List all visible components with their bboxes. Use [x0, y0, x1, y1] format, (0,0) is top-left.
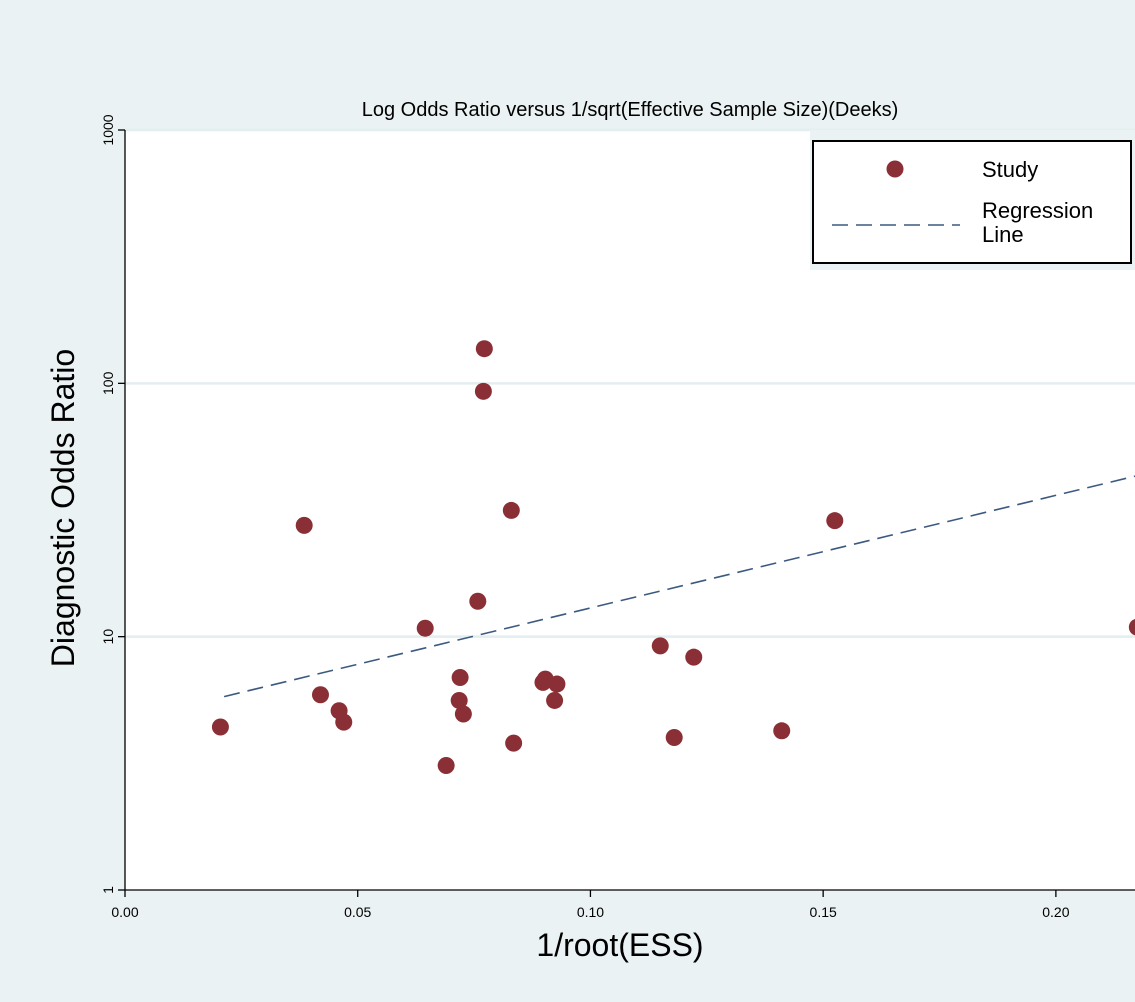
y-tick-label: 100: [100, 371, 116, 395]
y-tick-label: 10: [100, 629, 116, 645]
x-axis-ticks: 0.00 0.05 0.10 0.15 0.20: [111, 890, 1070, 920]
study-point: [475, 340, 493, 358]
study-point: [474, 382, 492, 400]
x-axis-label: 1/root(ESS): [536, 927, 703, 963]
legend-regression-label-line2: Line: [982, 222, 1024, 247]
x-tick-label: 0.00: [111, 904, 138, 920]
study-point: [546, 691, 564, 709]
y-tick-label: 1000: [100, 114, 116, 145]
study-point: [665, 728, 683, 746]
study-point: [295, 516, 313, 534]
study-point: [311, 686, 329, 704]
legend-regression-label-line1: Regression: [982, 198, 1093, 223]
study-point: [451, 668, 469, 686]
chart-title: Log Odds Ratio versus 1/sqrt(Effective S…: [362, 99, 899, 121]
legend-box: [812, 140, 1132, 264]
x-tick-label: 0.20: [1042, 904, 1069, 920]
y-tick-label: 1: [100, 886, 116, 894]
study-point: [437, 757, 455, 775]
x-tick-label: 0.15: [810, 904, 837, 920]
legend-regression-label: Regression Line: [982, 198, 1099, 247]
study-point: [548, 675, 566, 693]
y-axis-ticks: 1 10 100 1000: [100, 114, 125, 894]
study-point: [335, 713, 353, 731]
study-point: [450, 691, 468, 709]
x-tick-label: 0.05: [344, 904, 371, 920]
study-point: [773, 722, 791, 740]
x-tick-label: 0.10: [577, 904, 604, 920]
legend: Study Regression Line: [810, 130, 1135, 270]
study-point: [211, 718, 229, 736]
regression-line-layer: [223, 475, 1135, 698]
legend-study-label: Study: [982, 157, 1038, 182]
legend-study-marker: [886, 160, 904, 178]
study-point: [1128, 619, 1135, 636]
study-point: [416, 619, 434, 637]
study-point: [685, 648, 703, 666]
study-point: [826, 512, 844, 530]
study-points-layer: [211, 340, 1135, 775]
study-point: [502, 501, 520, 519]
regression-line: [223, 475, 1135, 698]
study-point: [469, 592, 487, 610]
study-point: [505, 734, 523, 752]
study-point: [651, 637, 669, 655]
study-point: [454, 705, 472, 723]
y-axis-label: Diagnostic Odds Ratio: [45, 349, 81, 667]
